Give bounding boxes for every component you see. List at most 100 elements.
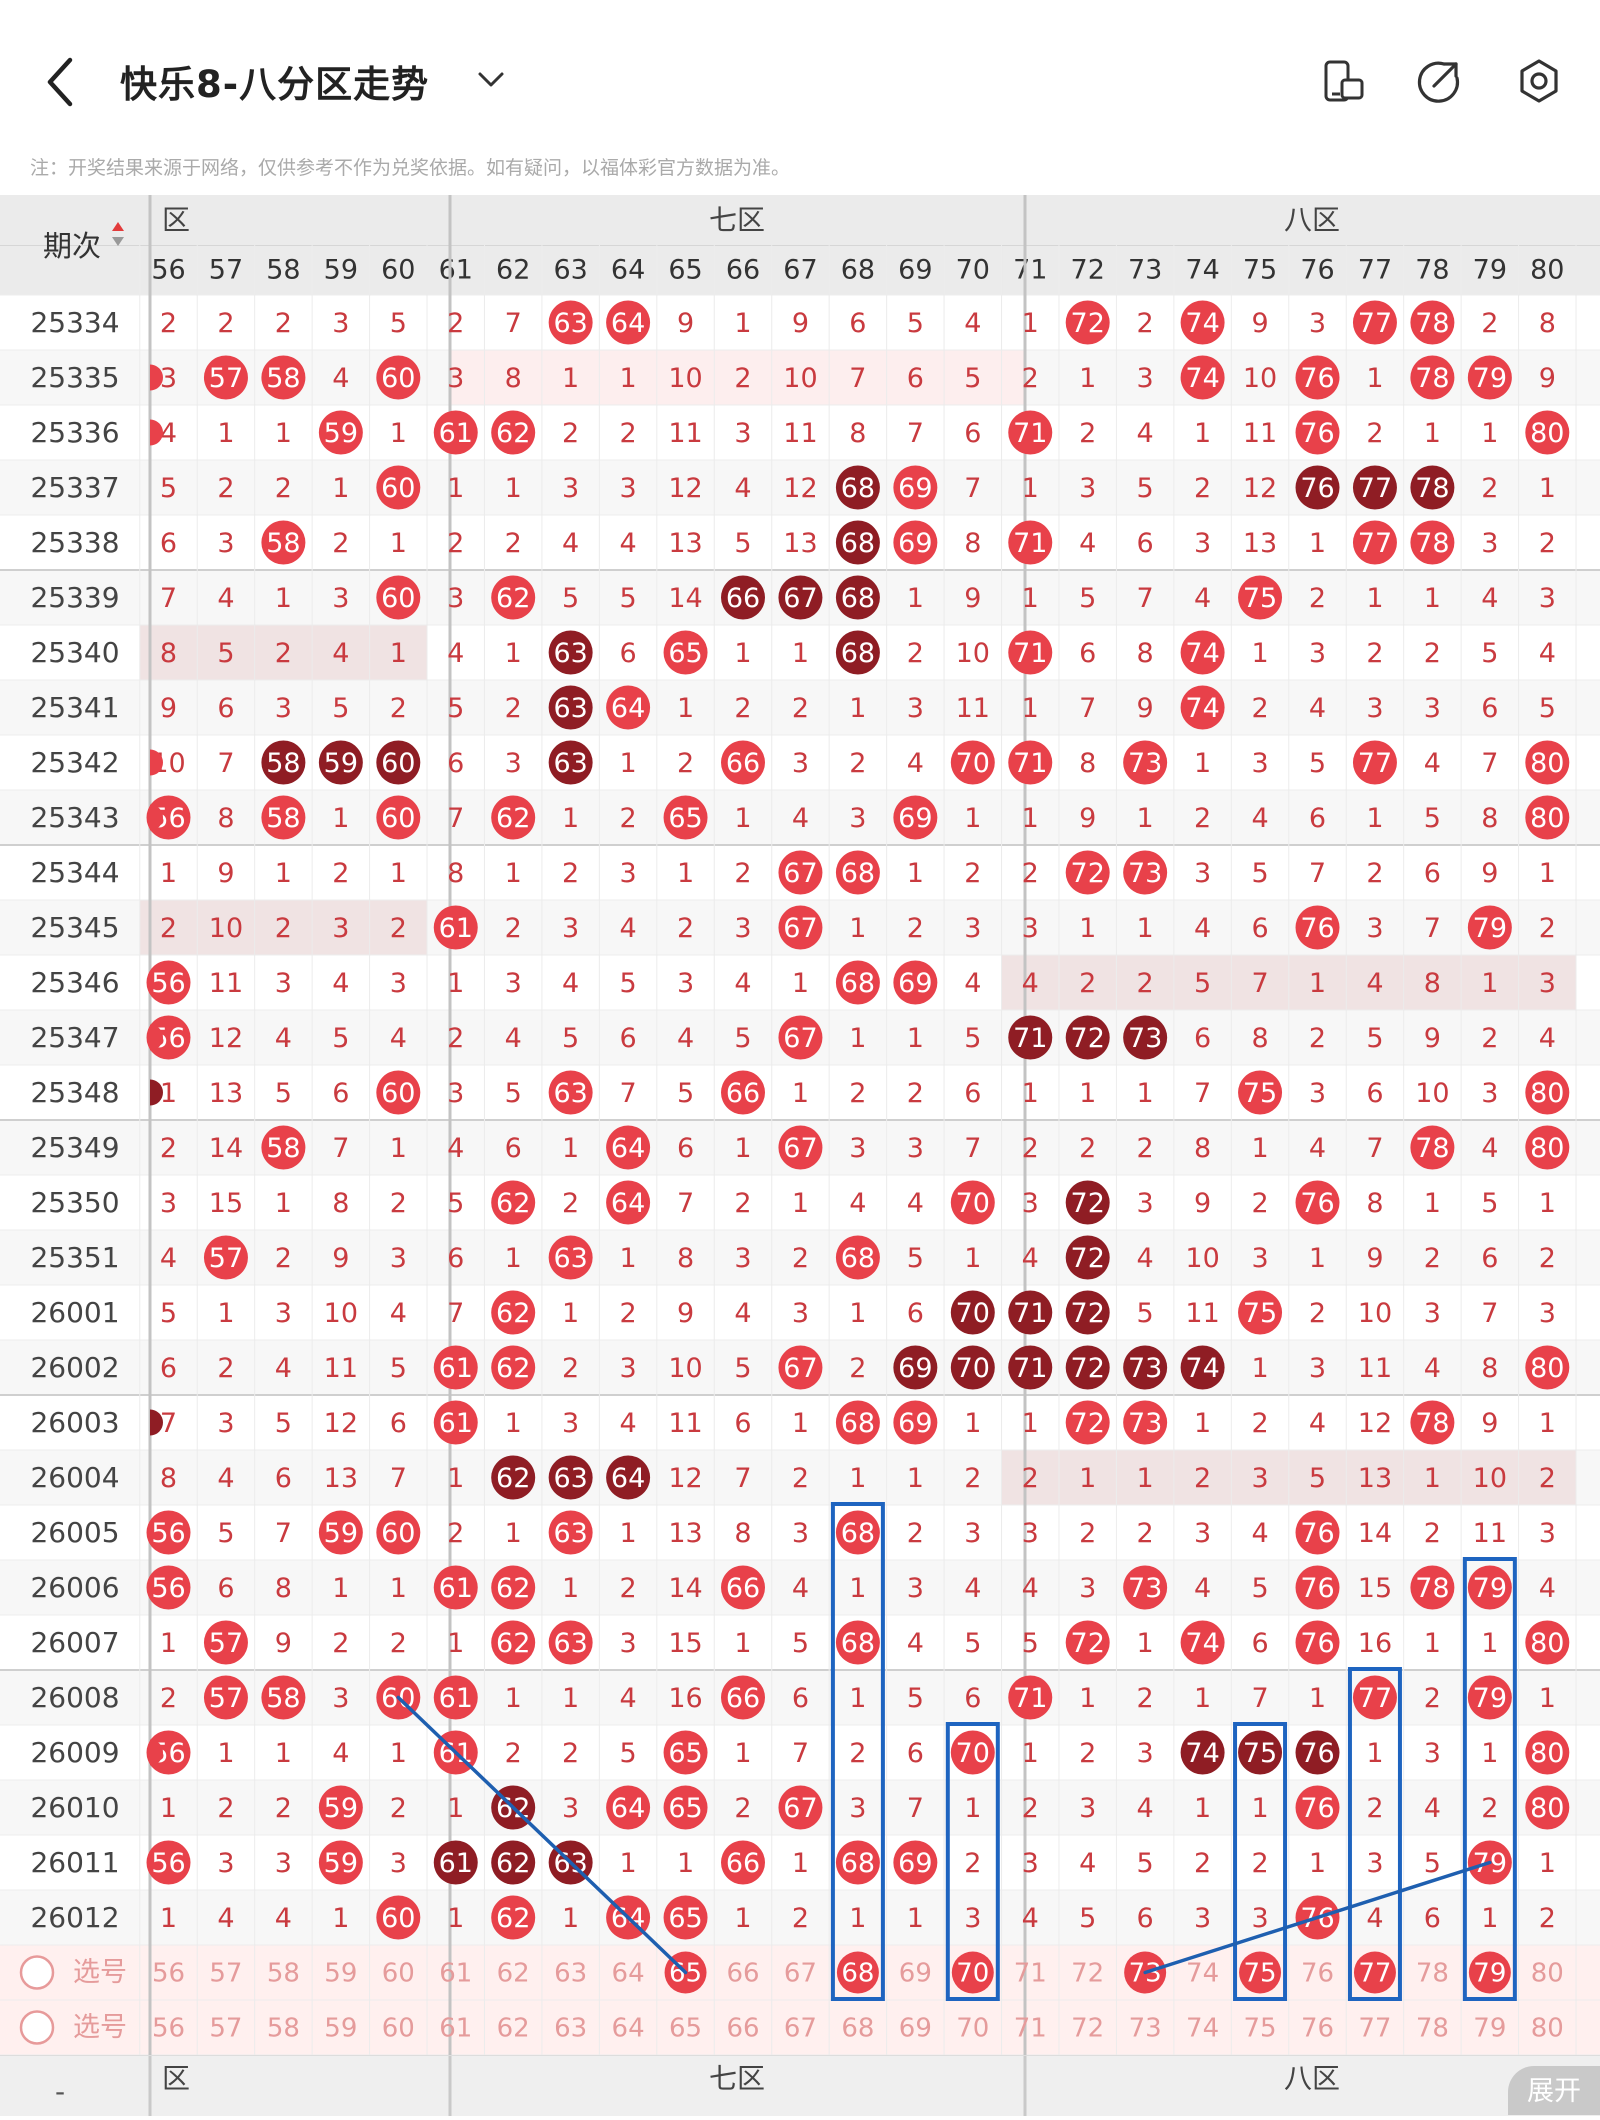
selection-number[interactable]: 57 bbox=[209, 1959, 242, 1989]
selection-number[interactable]: 71 bbox=[1014, 1959, 1047, 1989]
selection-number[interactable]: 64 bbox=[612, 2014, 645, 2044]
selection-number[interactable]: 77 bbox=[1358, 2014, 1391, 2044]
miss-count: 3 bbox=[1309, 308, 1326, 339]
selection-number[interactable]: 58 bbox=[267, 1959, 300, 1989]
selection-number[interactable]: 58 bbox=[267, 2014, 300, 2044]
selection-number[interactable]: 57 bbox=[209, 2014, 242, 2044]
miss-count: 1 bbox=[1481, 1628, 1498, 1659]
miss-count: 9 bbox=[1424, 1023, 1441, 1054]
selection-number[interactable]: 63 bbox=[554, 2014, 587, 2044]
selection-number[interactable]: 69 bbox=[899, 2014, 932, 2044]
selection-number[interactable]: 56 bbox=[152, 2014, 185, 2044]
miss-count: 4 bbox=[964, 308, 981, 339]
miss-count: 4 bbox=[332, 363, 349, 394]
selection-radio-icon[interactable] bbox=[19, 1955, 55, 1990]
miss-count: 8 bbox=[1079, 748, 1096, 779]
selection-number[interactable]: 62 bbox=[497, 2014, 530, 2044]
phone-rotate-icon[interactable] bbox=[1318, 56, 1368, 106]
miss-count: 1 bbox=[160, 858, 177, 889]
selection-number[interactable]: 65 bbox=[669, 2014, 702, 2044]
selection-number[interactable]: 56 bbox=[152, 1959, 185, 1989]
selection-number[interactable]: 62 bbox=[497, 1959, 530, 1989]
draw-ball-number: 62 bbox=[496, 583, 530, 614]
selected-ball-number: 70 bbox=[956, 1959, 989, 1989]
miss-count: 2 bbox=[1079, 1738, 1096, 1769]
selection-number[interactable]: 59 bbox=[324, 2014, 357, 2044]
selection-number[interactable]: 61 bbox=[439, 1959, 472, 1989]
selection-number[interactable]: 63 bbox=[554, 1959, 587, 1989]
miss-count: 8 bbox=[849, 418, 866, 449]
selection-number[interactable]: 66 bbox=[726, 1959, 759, 1989]
draw-ball-number: 78 bbox=[1415, 308, 1449, 339]
selection-number[interactable]: 74 bbox=[1186, 2014, 1219, 2044]
miss-count: 2 bbox=[734, 1188, 751, 1219]
miss-count: 2 bbox=[620, 803, 637, 834]
selection-number[interactable]: 76 bbox=[1301, 1959, 1334, 1989]
selection-number[interactable]: 76 bbox=[1301, 2014, 1334, 2044]
draw-ball-number: 65 bbox=[668, 803, 702, 834]
selection-number[interactable]: 72 bbox=[1071, 2014, 1104, 2044]
page-title[interactable]: 快乐8-八分区走势 bbox=[120, 63, 430, 106]
selection-number[interactable]: 68 bbox=[841, 2014, 874, 2044]
miss-count: 7 bbox=[275, 1518, 292, 1549]
draw-ball-number: 60 bbox=[381, 803, 415, 834]
selection-number[interactable]: 71 bbox=[1014, 2014, 1047, 2044]
miss-count: 1 bbox=[620, 1518, 637, 1549]
miss-count: 1 bbox=[275, 1738, 292, 1769]
miss-count: 3 bbox=[1137, 363, 1154, 394]
miss-count: 6 bbox=[1137, 528, 1154, 559]
miss-count: 3 bbox=[1539, 968, 1556, 999]
selection-number[interactable]: 66 bbox=[726, 2014, 759, 2044]
draw-ball-number: 77 bbox=[1358, 528, 1392, 559]
draw-ball bbox=[778, 575, 823, 620]
selection-number[interactable]: 61 bbox=[439, 2014, 472, 2044]
miss-count: 3 bbox=[1251, 1903, 1268, 1934]
selection-number[interactable]: 73 bbox=[1129, 2014, 1162, 2044]
draw-ball-number: 62 bbox=[496, 1628, 530, 1659]
miss-count: 3 bbox=[620, 1353, 637, 1384]
selection-number[interactable]: 80 bbox=[1531, 2014, 1564, 2044]
bottom-zone-labels: - 区 七区 八区 bbox=[55, 2056, 1340, 2116]
miss-count: 3 bbox=[677, 968, 694, 999]
selection-number[interactable]: 64 bbox=[612, 1959, 645, 1989]
back-arrow-icon[interactable] bbox=[40, 52, 80, 112]
draw-ball bbox=[606, 1180, 651, 1225]
miss-count: 6 bbox=[447, 1243, 464, 1274]
selection-number[interactable]: 80 bbox=[1531, 1959, 1564, 1989]
settings-icon[interactable] bbox=[1514, 56, 1564, 106]
selection-radio-icon[interactable] bbox=[19, 2010, 55, 2045]
miss-count: 5 bbox=[1309, 748, 1326, 779]
miss-count: 5 bbox=[1079, 1903, 1096, 1934]
miss-count: 1 bbox=[849, 1573, 866, 1604]
chevron-down-icon[interactable] bbox=[474, 62, 508, 96]
miss-count: 7 bbox=[1481, 1298, 1498, 1329]
miss-count: 2 bbox=[620, 1573, 637, 1604]
share-icon[interactable] bbox=[1414, 56, 1464, 106]
selection-number[interactable]: 79 bbox=[1473, 2014, 1506, 2044]
selection-number[interactable]: 60 bbox=[382, 1959, 415, 1989]
draw-ball-number: 62 bbox=[496, 1848, 530, 1879]
selection-number[interactable]: 75 bbox=[1244, 2014, 1277, 2044]
draw-ball-number: 79 bbox=[1473, 1573, 1507, 1604]
miss-count: 3 bbox=[1194, 1903, 1211, 1934]
selection-number[interactable]: 59 bbox=[324, 1959, 357, 1989]
selection-number[interactable]: 67 bbox=[784, 1959, 817, 1989]
selection-number[interactable]: 74 bbox=[1186, 1959, 1219, 1989]
selection-number[interactable]: 78 bbox=[1416, 1959, 1449, 1989]
selection-number[interactable]: 67 bbox=[784, 2014, 817, 2044]
selection-number[interactable]: 78 bbox=[1416, 2014, 1449, 2044]
miss-count: 1 bbox=[1424, 1188, 1441, 1219]
miss-count: 5 bbox=[1137, 473, 1154, 504]
draw-ball bbox=[1065, 1345, 1110, 1390]
selection-number[interactable]: 70 bbox=[956, 2014, 989, 2044]
sort-up-icon bbox=[112, 222, 124, 231]
selection-number[interactable]: 69 bbox=[899, 1959, 932, 1989]
miss-count: 7 bbox=[792, 1738, 809, 1769]
draw-ball bbox=[1295, 1565, 1340, 1610]
expand-button[interactable]: 展开 bbox=[1508, 2066, 1600, 2115]
selection-number[interactable]: 60 bbox=[382, 2014, 415, 2044]
selection-number[interactable]: 72 bbox=[1071, 1959, 1104, 1989]
draw-ball bbox=[893, 465, 938, 510]
miss-count: 14 bbox=[668, 583, 702, 614]
draw-ball-number: 71 bbox=[1013, 748, 1047, 779]
